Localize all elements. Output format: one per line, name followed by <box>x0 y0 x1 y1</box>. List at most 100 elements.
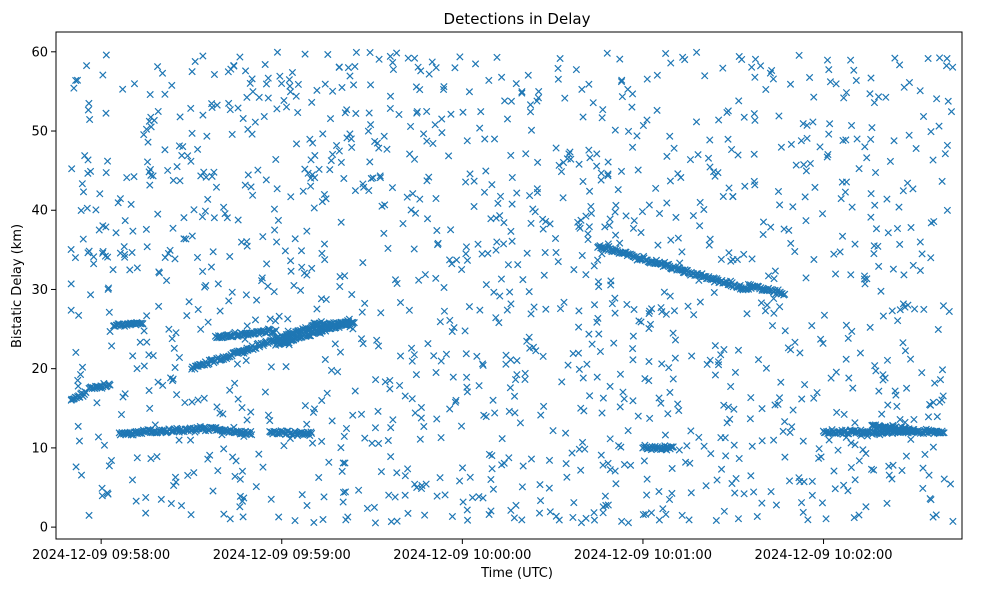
data-point <box>231 472 239 480</box>
data-point <box>77 471 86 479</box>
data-point <box>273 185 281 193</box>
data-point <box>593 150 601 158</box>
data-point <box>595 282 603 291</box>
data-point <box>381 201 389 209</box>
data-point <box>610 339 618 347</box>
data-point <box>787 140 796 149</box>
data-point <box>944 97 952 105</box>
data-point <box>287 267 295 275</box>
data-point <box>264 74 272 82</box>
data-point <box>863 154 871 162</box>
data-point <box>323 389 331 397</box>
data-point <box>213 101 221 109</box>
data-point <box>634 412 642 420</box>
data-point <box>457 422 466 430</box>
data-point <box>310 518 318 527</box>
data-point <box>840 94 848 102</box>
data-point <box>226 386 234 394</box>
data-point <box>315 165 323 173</box>
data-point <box>657 303 665 312</box>
data-point <box>895 203 903 211</box>
data-point <box>527 126 536 134</box>
data-point <box>813 388 821 397</box>
data-point <box>482 413 490 421</box>
data-point <box>925 471 933 479</box>
data-point <box>359 340 367 348</box>
data-point <box>172 478 180 486</box>
data-point <box>645 324 653 333</box>
data-point <box>825 130 833 138</box>
data-point <box>561 429 570 437</box>
data-point <box>365 186 373 195</box>
data-point <box>758 499 766 507</box>
data-point <box>767 66 776 75</box>
data-point <box>158 69 167 77</box>
data-point <box>74 382 82 390</box>
data-point <box>633 132 641 140</box>
data-point <box>86 291 95 299</box>
data-point <box>852 76 860 85</box>
data-point <box>808 491 816 499</box>
data-point <box>452 256 461 264</box>
data-point <box>346 72 354 80</box>
data-point <box>261 60 269 69</box>
data-point <box>270 205 279 213</box>
data-point <box>879 376 887 384</box>
data-point <box>666 132 674 140</box>
data-point <box>143 158 152 166</box>
data-point <box>432 274 440 283</box>
data-point <box>774 400 782 408</box>
data-point <box>420 422 428 431</box>
data-point <box>541 248 549 257</box>
data-point <box>847 271 855 279</box>
data-point <box>552 144 560 152</box>
data-point <box>575 307 583 315</box>
data-point <box>800 161 808 169</box>
data-point <box>888 475 896 483</box>
data-point <box>282 363 290 371</box>
data-point <box>127 200 135 209</box>
data-point <box>168 81 176 90</box>
data-point <box>806 159 814 168</box>
data-point <box>318 437 326 445</box>
data-point <box>104 285 112 293</box>
data-point <box>303 420 311 428</box>
data-point <box>706 136 714 144</box>
data-point <box>524 71 532 79</box>
data-point <box>492 246 500 254</box>
data-point <box>927 496 935 504</box>
data-point <box>929 513 937 521</box>
data-point <box>290 281 298 290</box>
data-point <box>444 152 453 160</box>
data-point <box>700 205 708 214</box>
data-point <box>424 339 432 348</box>
data-point <box>102 51 110 59</box>
data-point <box>851 441 859 449</box>
data-point <box>645 357 653 366</box>
y-tick-label: 0 <box>40 521 48 536</box>
data-point <box>569 513 577 522</box>
data-point <box>391 493 399 501</box>
data-point <box>775 112 783 120</box>
data-point <box>671 354 679 362</box>
data-point <box>471 60 480 68</box>
data-point <box>519 275 527 284</box>
y-axis: 0 10 20 30 40 50 60 <box>31 45 56 536</box>
data-point <box>706 356 714 364</box>
data-point <box>616 370 625 378</box>
data-point <box>723 108 731 117</box>
data-point <box>918 369 926 377</box>
data-point <box>568 449 576 457</box>
data-point <box>711 371 720 379</box>
data-point <box>102 109 110 117</box>
data-point <box>243 322 251 330</box>
data-point <box>72 76 80 85</box>
data-point <box>477 107 485 116</box>
data-point <box>255 450 263 458</box>
data-point <box>781 418 789 426</box>
data-point <box>272 238 281 246</box>
data-point <box>490 288 498 296</box>
data-point <box>604 501 612 509</box>
data-point <box>519 462 527 470</box>
data-point <box>488 451 496 460</box>
